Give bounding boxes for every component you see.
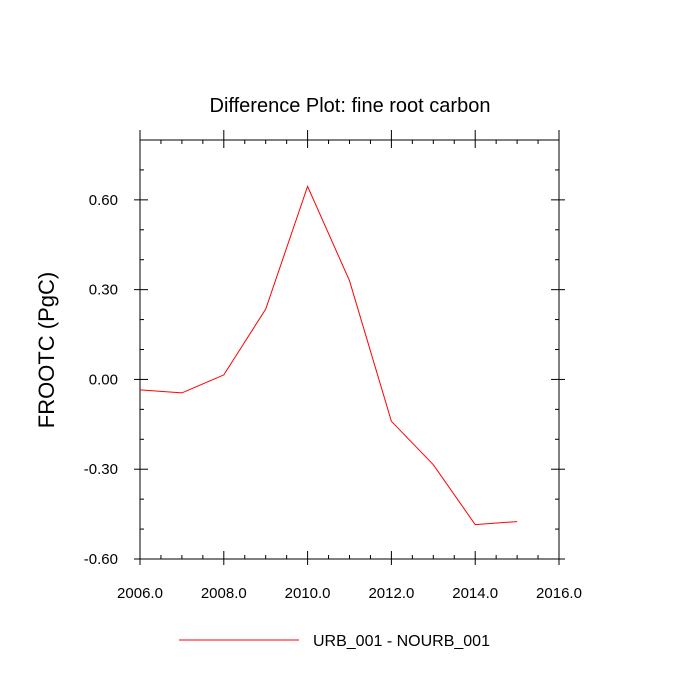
series-line (139, 185, 518, 526)
x-tick-label: 2012.0 (368, 585, 414, 602)
y-tick-label: 0.00 (89, 371, 118, 388)
x-tick-label: 2008.0 (201, 585, 247, 602)
y-axis-label: FROOTC (PgC) (34, 272, 59, 428)
y-tick-label: -0.60 (84, 551, 118, 568)
legend-entry-label: URB_001 - NOURB_001 (313, 633, 490, 650)
legend: URB_001 - NOURB_001 (179, 633, 490, 650)
chart-title: Difference Plot: fine root carbon (210, 95, 491, 117)
x-tick-label: 2006.0 (117, 585, 163, 602)
y-tick-label: 0.60 (89, 192, 118, 209)
x-tick-label: 2016.0 (536, 585, 582, 602)
series-layer (139, 185, 518, 526)
plot-frame (139, 139, 560, 560)
x-tick-label: 2014.0 (452, 585, 498, 602)
y-tick-labels: -0.60 -0.30 0.00 0.30 0.60 (84, 192, 118, 568)
x-tick-labels: 2006.0 2008.0 2010.0 2012.0 2014.0 2016.0 (117, 585, 582, 602)
y-tick-label: 0.30 (89, 282, 118, 299)
y-tick-label: -0.30 (84, 461, 118, 478)
axis-ticks (134, 130, 565, 565)
x-tick-label: 2010.0 (285, 585, 331, 602)
